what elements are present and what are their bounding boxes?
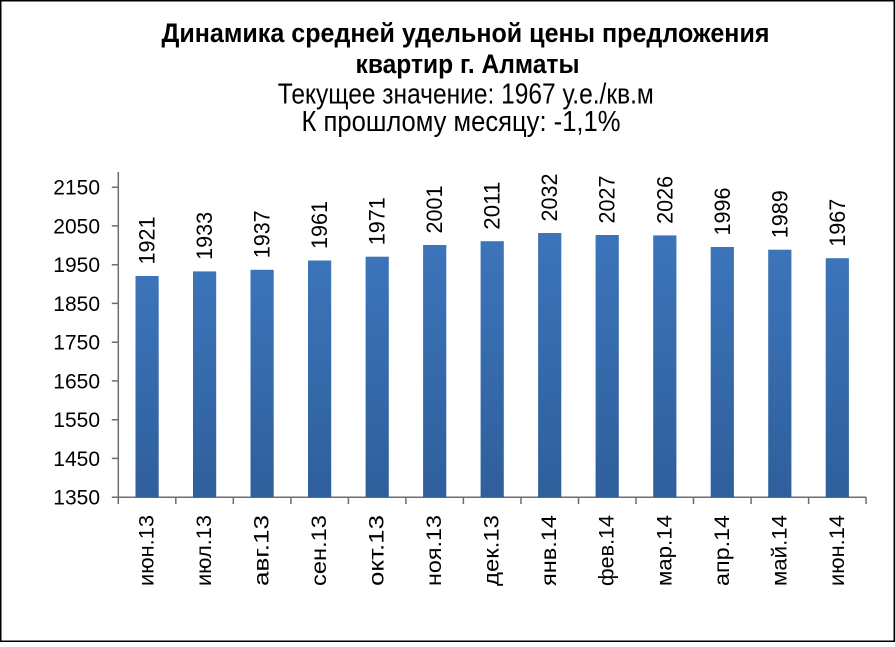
svg-text:1933: 1933 bbox=[192, 212, 217, 260]
svg-text:сен.13: сен.13 bbox=[308, 515, 331, 586]
svg-text:2032: 2032 bbox=[537, 174, 562, 222]
svg-text:фев.14: фев.14 bbox=[596, 515, 619, 586]
svg-text:авг.13: авг.13 bbox=[251, 515, 274, 586]
svg-text:май.14: май.14 bbox=[768, 515, 791, 586]
svg-text:1921: 1921 bbox=[135, 217, 160, 265]
svg-text:К прошлому месяцу: -1,1%: К прошлому месяцу: -1,1% bbox=[302, 106, 621, 138]
svg-text:1750: 1750 bbox=[53, 332, 100, 355]
svg-text:Текущее значение: 1967 у.е./кв: Текущее значение: 1967 у.е./кв.м bbox=[278, 79, 654, 111]
svg-text:2011: 2011 bbox=[480, 182, 505, 230]
svg-text:1961: 1961 bbox=[307, 201, 332, 249]
svg-text:ноя.13: ноя.13 bbox=[423, 515, 446, 586]
svg-text:июн.13: июн.13 bbox=[136, 515, 159, 586]
svg-text:1550: 1550 bbox=[53, 409, 100, 432]
svg-text:июл.13: июл.13 bbox=[193, 515, 216, 586]
svg-text:2027: 2027 bbox=[595, 176, 620, 224]
svg-text:1996: 1996 bbox=[710, 188, 735, 236]
svg-text:2150: 2150 bbox=[53, 177, 100, 200]
svg-text:2001: 2001 bbox=[422, 186, 447, 234]
svg-text:1650: 1650 bbox=[53, 370, 100, 393]
svg-text:апр.14: апр.14 bbox=[711, 515, 734, 586]
svg-text:1850: 1850 bbox=[53, 293, 100, 316]
svg-text:янв.14: янв.14 bbox=[538, 515, 561, 586]
svg-text:июн.14: июн.14 bbox=[826, 515, 849, 586]
svg-text:1950: 1950 bbox=[53, 254, 100, 277]
svg-text:квартир г. Алматы: квартир г. Алматы bbox=[356, 49, 580, 79]
svg-text:мар.14: мар.14 bbox=[653, 515, 676, 586]
svg-text:2050: 2050 bbox=[53, 215, 100, 238]
svg-text:2026: 2026 bbox=[652, 176, 677, 224]
svg-text:1971: 1971 bbox=[365, 197, 390, 245]
svg-text:1967: 1967 bbox=[825, 199, 850, 247]
svg-text:1450: 1450 bbox=[53, 448, 100, 471]
svg-text:1989: 1989 bbox=[767, 190, 792, 238]
svg-text:Динамика средней удельной цен: Динамика средней удельной цены предложен… bbox=[162, 18, 770, 48]
svg-text:1350: 1350 bbox=[53, 487, 100, 510]
svg-text:окт.13: окт.13 bbox=[366, 515, 389, 586]
svg-text:1937: 1937 bbox=[250, 210, 275, 258]
svg-text:дек.13: дек.13 bbox=[481, 515, 504, 586]
